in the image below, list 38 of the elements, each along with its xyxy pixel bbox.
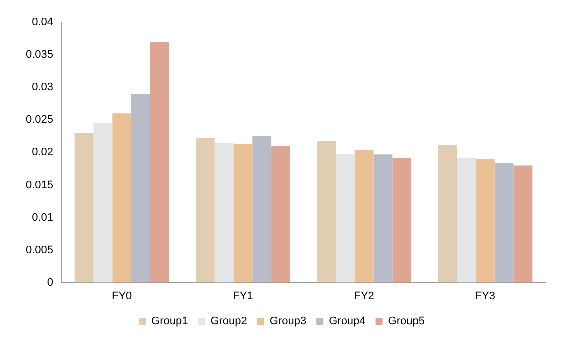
- bar: [494, 163, 514, 283]
- y-tick-label: 0.005: [26, 244, 54, 256]
- bar: [457, 158, 476, 283]
- bar: [94, 123, 113, 283]
- legend-label: Group5: [388, 316, 425, 328]
- x-tick-label: FY1: [233, 290, 254, 302]
- legend-label: Group2: [210, 316, 248, 328]
- bar: [272, 146, 290, 283]
- x-tick-label: FY2: [354, 290, 374, 302]
- bar: [132, 94, 150, 283]
- x-tick-label: FY0: [112, 290, 132, 302]
- bar: [476, 159, 495, 283]
- y-tick-label: 0.02: [32, 146, 54, 159]
- legend-label: Group3: [270, 316, 307, 328]
- y-tick-label: 0.01: [32, 212, 54, 224]
- legend-label: Group4: [329, 316, 366, 328]
- legend-label: Group1: [152, 316, 188, 328]
- bar: [196, 138, 215, 283]
- y-tick-label: 0: [47, 276, 54, 289]
- bar: [514, 166, 533, 283]
- bar: [252, 136, 272, 283]
- bar: [354, 150, 374, 283]
- y-tick-label: 0.03: [32, 82, 54, 94]
- y-tick-label: 0.015: [26, 179, 54, 192]
- bar: [150, 42, 170, 283]
- y-tick-label: 0.04: [32, 16, 54, 29]
- bar: [317, 140, 336, 283]
- bar: [392, 158, 412, 283]
- bar: [374, 154, 393, 283]
- y-tick-label: 0.035: [26, 49, 54, 62]
- y-tick-label: 0.025: [26, 114, 54, 126]
- bar: [438, 146, 458, 283]
- x-tick-label: FY3: [475, 290, 496, 302]
- bar: [336, 154, 355, 283]
- bar: [112, 114, 132, 283]
- bar: [214, 142, 234, 283]
- bar: [234, 144, 253, 283]
- bar: [74, 133, 94, 283]
